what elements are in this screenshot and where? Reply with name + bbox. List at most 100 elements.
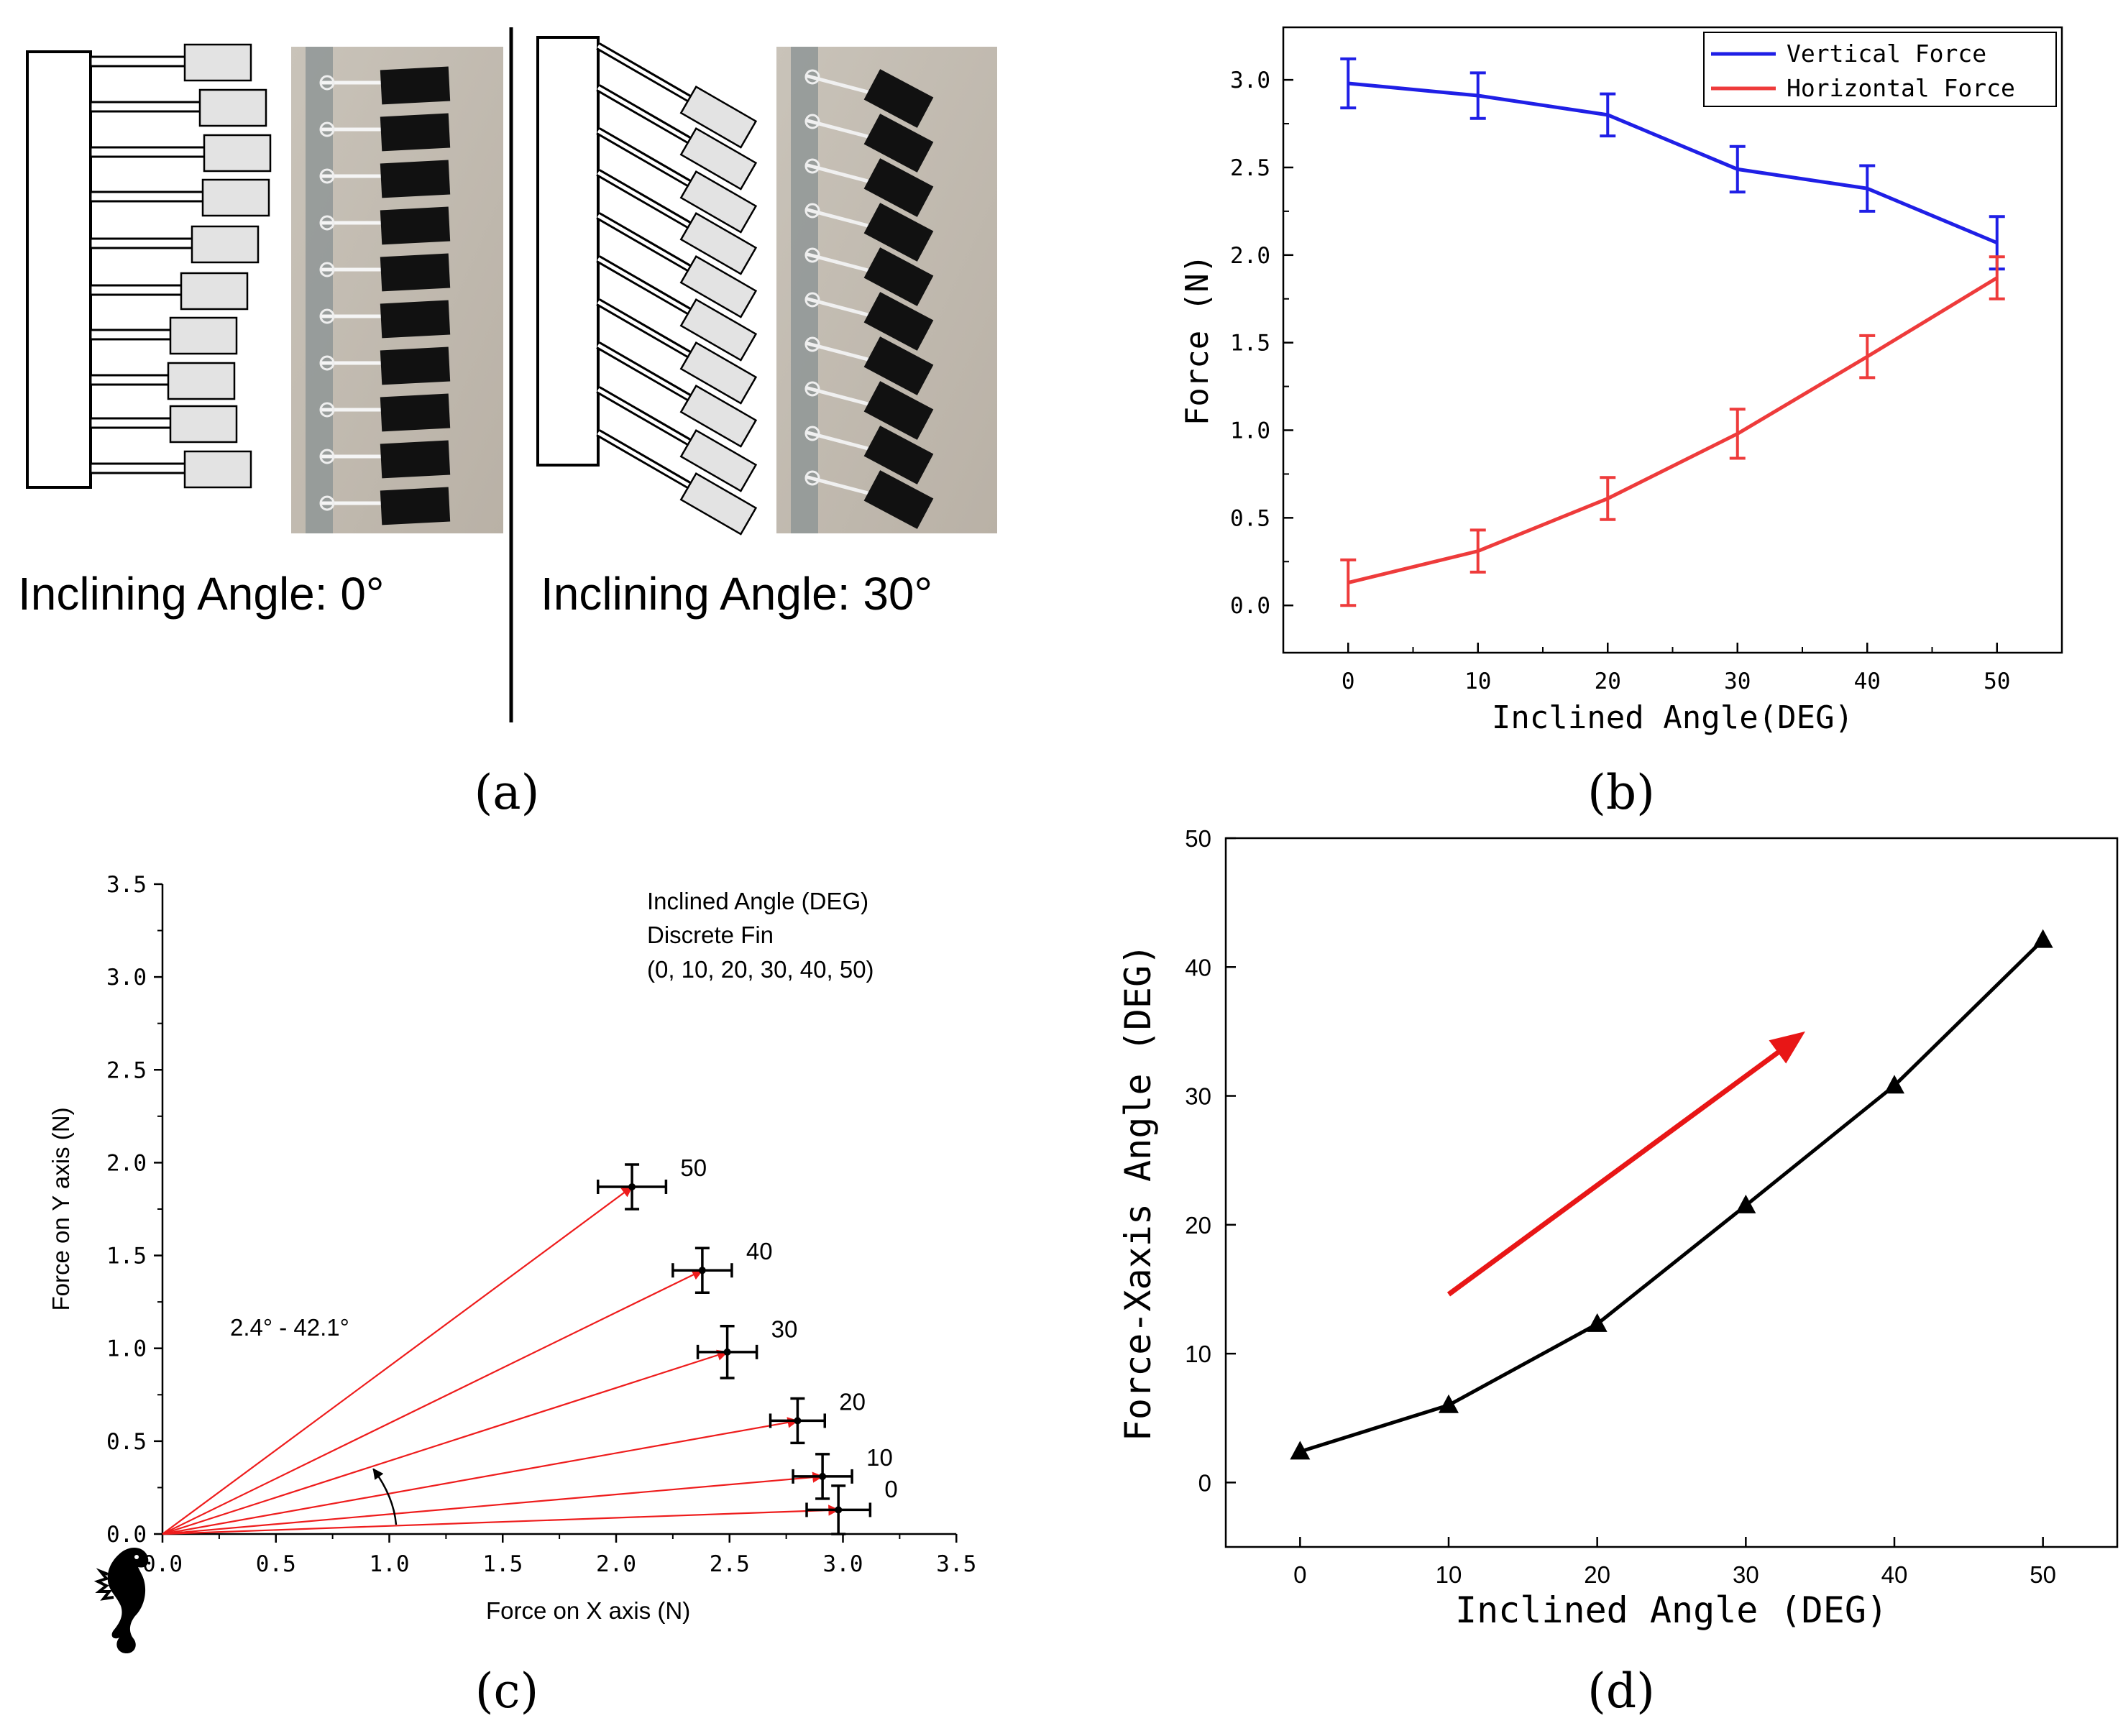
panel-b: 0.0 0.5 1.0 1.5 2.0 2.5 3.0 0 10 20 30 40 50 Inclined… bbox=[1179, 26, 2063, 820]
y-tick-label: 50 bbox=[1185, 825, 1211, 852]
x-tick-label: 2.5 bbox=[710, 1551, 750, 1577]
photo-fin-plate bbox=[863, 247, 934, 306]
photo-fin-rod bbox=[804, 162, 874, 185]
plot-frame bbox=[1224, 837, 2119, 1548]
legend-box bbox=[1703, 32, 2057, 107]
photo-fin-rod bbox=[804, 385, 874, 408]
photo-rail bbox=[306, 47, 333, 533]
x-tick-label: 40 bbox=[1881, 1561, 1908, 1588]
panel-a: Inclining Angle: 0° Inclining Angle: 30°… bbox=[18, 27, 997, 820]
caption-angle-30: Inclining Angle: 30° bbox=[541, 568, 932, 620]
schematic-fin-plate bbox=[679, 298, 758, 362]
x-tick-label: 1.0 bbox=[370, 1551, 410, 1577]
y-tick-label: 3.0 bbox=[1230, 68, 1270, 93]
photo-rail bbox=[791, 47, 818, 533]
force-vector-50 bbox=[162, 1186, 633, 1535]
x-tick-label: 2.0 bbox=[596, 1551, 636, 1577]
schematic-fin-plate bbox=[191, 225, 260, 264]
photo-fin-joint bbox=[319, 449, 335, 464]
panel-c: 0.0 0.5 1.0 1.5 2.0 2.5 3.0 3.5 0.0 0.5 1.0 1.5 2.0 2… bbox=[47, 872, 976, 1719]
panel-label-a: (a) bbox=[474, 765, 540, 820]
photo-fin-plate bbox=[863, 292, 934, 351]
photo-30-degree bbox=[776, 47, 997, 533]
photo-0-degree bbox=[291, 47, 503, 533]
note-line-3: (0, 10, 20, 30, 40, 50) bbox=[647, 956, 874, 983]
schematic-base bbox=[536, 36, 600, 467]
x-tick-label: 0.5 bbox=[256, 1551, 296, 1577]
caption-angle-0: Inclining Angle: 0° bbox=[18, 568, 385, 620]
y-tick-label: 2.0 bbox=[106, 1150, 147, 1176]
photo-fin-rod bbox=[804, 474, 874, 497]
x-tick-label: 50 bbox=[1984, 669, 2010, 694]
force-vector-40 bbox=[162, 1269, 704, 1535]
photo-fin-rod bbox=[804, 73, 874, 96]
photo-fin-plate bbox=[380, 160, 451, 198]
series-line bbox=[1299, 938, 2045, 1453]
schematic-fin-plate bbox=[167, 362, 236, 400]
data-point bbox=[819, 1472, 827, 1480]
y-tick-label: 3.5 bbox=[106, 872, 147, 898]
schematic-fins-0 bbox=[89, 43, 272, 489]
chart-c: 0.0 0.5 1.0 1.5 2.0 2.5 3.0 3.5 0.0 0.5 1.0 1.5 2.0 2… bbox=[47, 872, 976, 1624]
note-line-2: Discrete Fin bbox=[647, 922, 774, 948]
photo-fin-joint bbox=[319, 402, 335, 418]
photo-fin-joint bbox=[319, 121, 335, 137]
photo-fin-plate bbox=[863, 426, 934, 484]
photo-fin-plate bbox=[380, 487, 451, 525]
y-axis-label: Force-Xaxis Angle (DEG) bbox=[1117, 944, 1159, 1441]
photo-fins-0 bbox=[319, 66, 451, 525]
photo-fin-joint bbox=[804, 470, 820, 486]
x-tick-label: 50 bbox=[2030, 1561, 2056, 1588]
x-tick-label: 0.0 bbox=[142, 1551, 183, 1577]
photo-fin-rod bbox=[804, 118, 874, 140]
panel-label-c: (c) bbox=[475, 1663, 538, 1719]
schematic-fin-plate bbox=[169, 405, 238, 444]
y-tick-label: 40 bbox=[1185, 954, 1211, 980]
x-tick-label: 30 bbox=[1733, 1561, 1759, 1588]
schematic-fin-plate bbox=[180, 272, 249, 311]
photo-fin-plate bbox=[863, 158, 934, 217]
chart-b: 0.0 0.5 1.0 1.5 2.0 2.5 3.0 0 10 20 30 40 50 Inclined… bbox=[1179, 26, 2063, 736]
photo-fin-joint bbox=[804, 336, 820, 352]
x-tick-label: 10 bbox=[1436, 1561, 1462, 1588]
data-point bbox=[794, 1417, 802, 1425]
y-tick-label: 10 bbox=[1185, 1341, 1211, 1367]
photo-fin-joint bbox=[804, 247, 820, 263]
point-label-50: 50 bbox=[680, 1154, 707, 1181]
x-tick-label: 20 bbox=[1595, 669, 1621, 694]
photo-fin-plate bbox=[380, 393, 451, 432]
schematic-fin-plate bbox=[679, 211, 758, 275]
photo-fin-joint bbox=[319, 308, 335, 324]
y-tick-label: 0.5 bbox=[106, 1429, 147, 1455]
schematic-fin-plate bbox=[679, 472, 758, 536]
y-tick-label: 30 bbox=[1185, 1083, 1211, 1110]
schematic-fin-plate bbox=[201, 178, 270, 217]
schematic-fin-plate bbox=[198, 88, 267, 127]
y-tick-label: 1.0 bbox=[106, 1336, 147, 1362]
seahorse-logo-icon bbox=[93, 1548, 149, 1653]
data-point bbox=[835, 1506, 843, 1514]
y-tick-label: 3.0 bbox=[106, 965, 147, 991]
force-vector-10 bbox=[162, 1471, 824, 1535]
y-tick-label: 2.5 bbox=[1230, 155, 1270, 181]
panel-label-b: (b) bbox=[1587, 765, 1655, 820]
angle-sweep-arrow bbox=[372, 1468, 398, 1525]
photo-fin-joint bbox=[804, 203, 820, 219]
triangle-marker bbox=[2032, 929, 2053, 948]
y-tick-label: 1.5 bbox=[106, 1244, 147, 1269]
triangle-marker bbox=[1290, 1441, 1311, 1460]
point-label-20: 20 bbox=[839, 1388, 866, 1415]
x-axis-label: Inclined Angle (DEG) bbox=[1455, 1589, 1888, 1631]
photo-fin-rod bbox=[804, 252, 874, 274]
x-tick-label: 40 bbox=[1854, 669, 1881, 694]
photo-fin-joint bbox=[804, 381, 820, 397]
x-tick-label: 1.5 bbox=[482, 1551, 523, 1577]
y-axis-label: Force on Y axis (N) bbox=[47, 1107, 74, 1310]
y-tick-label: 0 bbox=[1198, 1469, 1211, 1496]
panel-d: 0 10 20 30 40 50 0 10 20 30 40 50 Inclined Angle (DE… bbox=[1117, 825, 2119, 1719]
photo-fin-plate bbox=[380, 253, 451, 292]
y-tick-label: 1.5 bbox=[1230, 331, 1270, 357]
photo-fin-plate bbox=[863, 69, 934, 128]
schematic-fin-plate bbox=[169, 316, 238, 355]
x-axis-label: Inclined Angle(DEG) bbox=[1492, 699, 1853, 736]
